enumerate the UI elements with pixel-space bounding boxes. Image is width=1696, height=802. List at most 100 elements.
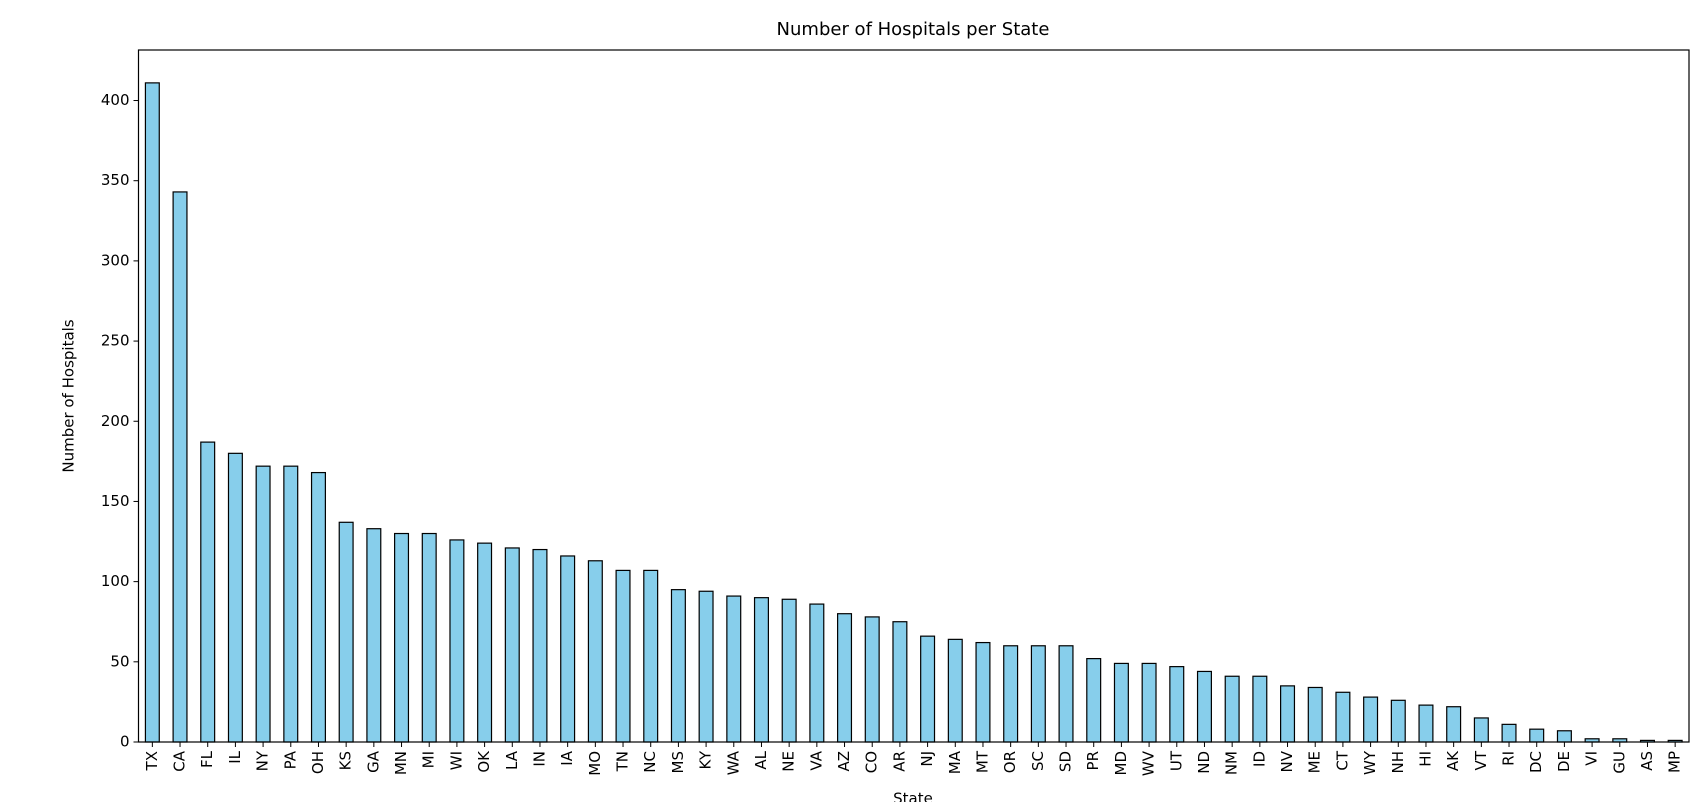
x-tick-label: TX (143, 751, 161, 771)
bar (560, 555, 576, 743)
bar (144, 82, 160, 743)
x-tick-label: PR (1084, 751, 1102, 770)
x-tick-label: ID (1250, 751, 1268, 767)
y-tick-label: 100 (101, 572, 130, 590)
x-tick-label: MT (973, 750, 991, 773)
x-tick-label: RI (1500, 751, 1518, 766)
bar (1418, 704, 1434, 743)
bar (837, 613, 853, 743)
y-tick-label: 150 (101, 492, 130, 510)
bar (1113, 662, 1129, 743)
bar (366, 528, 382, 743)
bar (809, 603, 825, 743)
bar (1473, 717, 1489, 743)
bar (421, 532, 437, 743)
x-tick-label: SD (1057, 751, 1075, 772)
bar (1196, 670, 1212, 743)
x-tick-label: VT (1472, 750, 1490, 770)
bar (1529, 728, 1545, 743)
bar (1030, 645, 1046, 743)
y-axis-label: Number of Hospitals (60, 319, 78, 472)
bar (670, 589, 686, 743)
bar (698, 590, 714, 743)
bar (975, 641, 991, 743)
x-tick-label: VA (807, 750, 825, 770)
bar (864, 616, 880, 743)
x-tick-label: GU (1610, 751, 1628, 774)
x-tick-label: CT (1333, 750, 1351, 770)
x-tick-label: AZ (835, 751, 853, 772)
x-tick-label: MN (392, 751, 410, 775)
bar (1086, 658, 1102, 743)
x-tick-label: AS (1638, 751, 1656, 771)
x-tick-label: OH (309, 751, 327, 774)
x-tick-label: PA (281, 750, 299, 769)
bar (753, 597, 769, 743)
y-tick-label: 50 (110, 652, 129, 670)
bar (1224, 675, 1240, 743)
x-tick-label: NH (1389, 751, 1407, 774)
bar (920, 635, 936, 743)
bar (172, 191, 188, 743)
x-tick-label: SC (1029, 751, 1047, 771)
y-tick-label: 250 (101, 332, 130, 350)
bar (1446, 706, 1462, 743)
x-tick-label: WA (724, 750, 742, 775)
x-tick-label: IL (226, 750, 244, 763)
x-tick-label: NM (1223, 751, 1241, 775)
x-tick-label: WI (447, 751, 465, 770)
bar (310, 471, 326, 743)
x-tick-label: VI (1583, 751, 1601, 766)
x-tick-label: GA (364, 750, 382, 773)
x-tick-label: WY (1361, 750, 1379, 775)
bar (1501, 723, 1517, 743)
bar (726, 595, 742, 743)
x-tick-label: ND (1195, 751, 1213, 774)
bar (532, 548, 548, 743)
bar (477, 542, 493, 743)
bar (947, 638, 963, 743)
x-tick-label: KS (337, 751, 355, 770)
x-tick-label: MS (669, 751, 687, 773)
y-tick-label: 300 (101, 251, 130, 269)
x-tick-label: DC (1527, 751, 1545, 773)
x-tick-label: NE (780, 751, 798, 772)
bar (1058, 645, 1074, 743)
y-tick-label: 400 (101, 91, 130, 109)
x-tick-label: LA (503, 750, 521, 770)
bar (394, 532, 410, 743)
x-tick-label: NV (1278, 750, 1296, 772)
x-tick-label: IN (530, 751, 548, 767)
bar (1280, 685, 1296, 743)
bar (615, 569, 631, 743)
x-tick-label: MI (420, 751, 438, 768)
x-axis-label: State (893, 790, 933, 802)
x-tick-label: ME (1306, 751, 1324, 773)
bar (643, 569, 659, 743)
x-tick-label: NJ (918, 751, 936, 767)
bar (338, 521, 354, 743)
x-tick-label: HI (1416, 751, 1434, 767)
x-tick-label: DE (1555, 751, 1573, 772)
bar (200, 441, 216, 743)
x-tick-label: MD (1112, 751, 1130, 776)
x-tick-label: MO (586, 751, 604, 776)
x-tick-label: FL (198, 750, 216, 768)
bar (255, 465, 271, 743)
x-tick-label: NC (641, 751, 659, 773)
bar (504, 547, 520, 743)
x-tick-label: KY (697, 750, 715, 769)
bar (1307, 686, 1323, 743)
x-tick-label: OK (475, 750, 493, 773)
bar (1003, 645, 1019, 743)
bar (587, 560, 603, 743)
x-tick-label: IA (558, 750, 576, 765)
y-tick-label: 0 (120, 733, 130, 751)
bar (1335, 691, 1351, 743)
bar (781, 598, 797, 743)
chart-title: Number of Hospitals per State (777, 19, 1050, 40)
x-tick-label: MA (946, 750, 964, 774)
bar (892, 621, 908, 743)
bar (1363, 696, 1379, 743)
